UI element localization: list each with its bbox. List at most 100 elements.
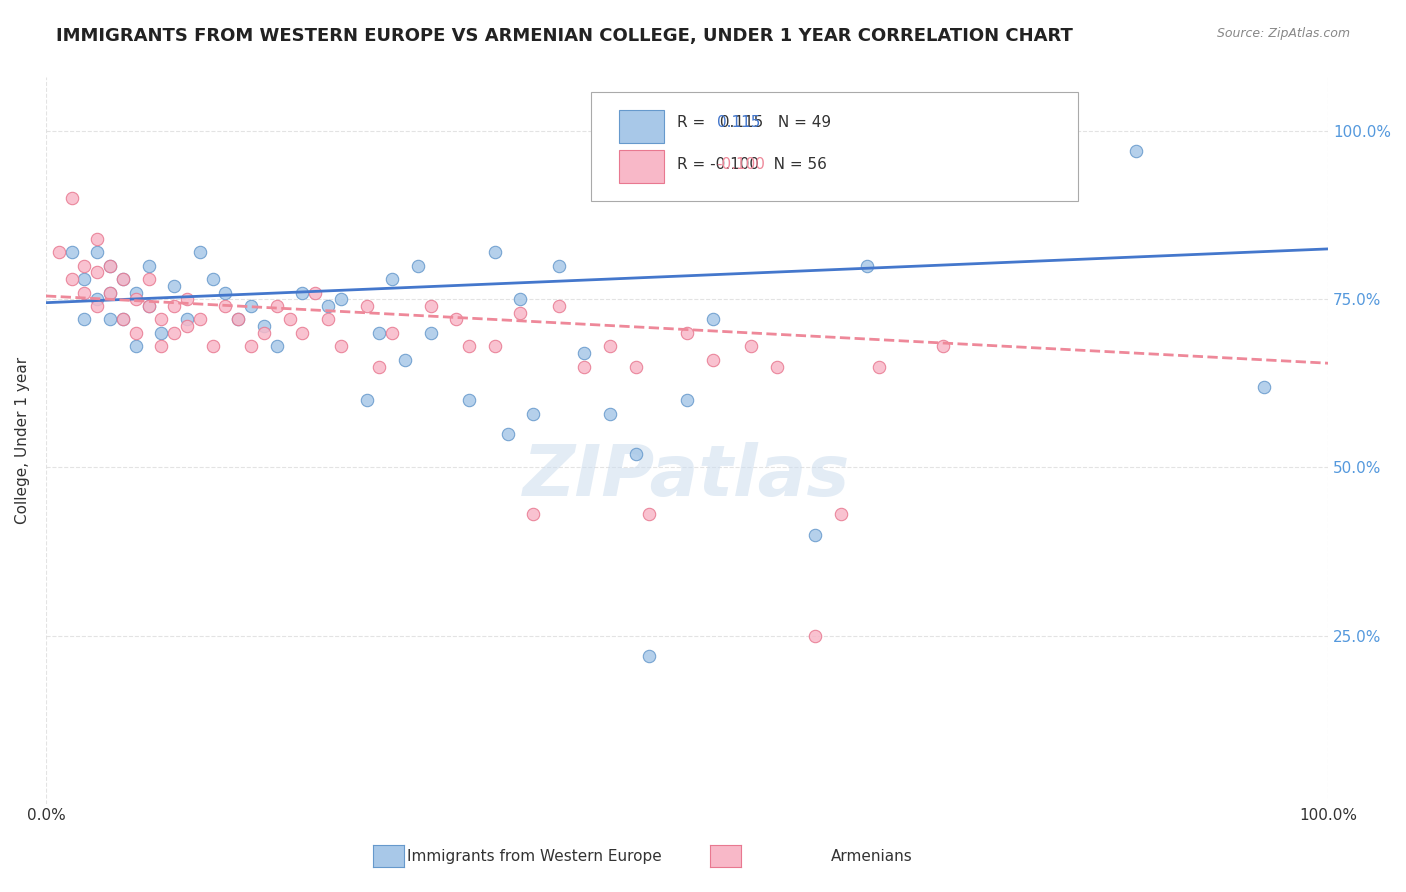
- Text: IMMIGRANTS FROM WESTERN EUROPE VS ARMENIAN COLLEGE, UNDER 1 YEAR CORRELATION CHA: IMMIGRANTS FROM WESTERN EUROPE VS ARMENI…: [56, 27, 1073, 45]
- Point: [163, 278, 186, 293]
- Point: [406, 259, 429, 273]
- Point: [702, 312, 724, 326]
- Point: [176, 293, 198, 307]
- Point: [176, 319, 198, 334]
- Point: [125, 339, 148, 353]
- Point: [150, 326, 173, 340]
- Point: [111, 272, 134, 286]
- Point: [484, 339, 506, 353]
- Point: [111, 312, 134, 326]
- Text: Source: ZipAtlas.com: Source: ZipAtlas.com: [1216, 27, 1350, 40]
- Point: [111, 272, 134, 286]
- Point: [60, 272, 83, 286]
- Bar: [619, 150, 664, 183]
- Point: [98, 259, 121, 273]
- Point: [125, 285, 148, 300]
- Point: [98, 285, 121, 300]
- Y-axis label: College, Under 1 year: College, Under 1 year: [15, 357, 30, 524]
- Point: [188, 245, 211, 260]
- Point: [574, 346, 596, 360]
- Point: [86, 299, 108, 313]
- Point: [676, 326, 699, 340]
- Point: [316, 299, 339, 313]
- Point: [547, 259, 569, 273]
- Point: [624, 447, 647, 461]
- Point: [150, 312, 173, 326]
- Point: [163, 326, 186, 340]
- Point: [266, 299, 288, 313]
- Point: [150, 339, 173, 353]
- Point: [60, 245, 83, 260]
- Point: [266, 339, 288, 353]
- Point: [86, 265, 108, 279]
- Point: [458, 339, 481, 353]
- Point: [522, 508, 544, 522]
- Point: [48, 245, 70, 260]
- Point: [855, 259, 877, 273]
- FancyBboxPatch shape: [591, 92, 1078, 201]
- Point: [138, 299, 160, 313]
- Point: [329, 293, 352, 307]
- Point: [111, 312, 134, 326]
- Point: [740, 339, 762, 353]
- Point: [446, 312, 468, 326]
- Point: [86, 232, 108, 246]
- Point: [86, 293, 108, 307]
- Point: [253, 326, 276, 340]
- Text: ZIPatlas: ZIPatlas: [523, 442, 851, 511]
- Point: [368, 326, 391, 340]
- Point: [419, 299, 441, 313]
- Point: [125, 293, 148, 307]
- Point: [240, 339, 263, 353]
- Point: [509, 293, 531, 307]
- Text: R = -0.100   N = 56: R = -0.100 N = 56: [676, 157, 827, 172]
- Point: [765, 359, 787, 374]
- Point: [316, 312, 339, 326]
- Point: [868, 359, 890, 374]
- Point: [163, 299, 186, 313]
- Point: [73, 259, 96, 273]
- Point: [356, 299, 378, 313]
- Point: [240, 299, 263, 313]
- Point: [1253, 380, 1275, 394]
- Point: [522, 407, 544, 421]
- Point: [356, 393, 378, 408]
- Point: [98, 259, 121, 273]
- Point: [329, 339, 352, 353]
- Point: [214, 285, 236, 300]
- Point: [932, 339, 955, 353]
- Point: [637, 508, 659, 522]
- Point: [226, 312, 249, 326]
- Point: [214, 299, 236, 313]
- Point: [226, 312, 249, 326]
- Point: [73, 312, 96, 326]
- Point: [509, 306, 531, 320]
- Point: [60, 191, 83, 205]
- Text: Armenians: Armenians: [831, 849, 912, 863]
- Point: [1125, 145, 1147, 159]
- Point: [176, 312, 198, 326]
- Point: [98, 285, 121, 300]
- Point: [125, 326, 148, 340]
- Point: [98, 312, 121, 326]
- Bar: [619, 110, 664, 143]
- Point: [73, 285, 96, 300]
- Point: [368, 359, 391, 374]
- Point: [201, 272, 224, 286]
- Point: [138, 299, 160, 313]
- Point: [278, 312, 301, 326]
- Point: [381, 272, 404, 286]
- Point: [188, 312, 211, 326]
- Point: [86, 245, 108, 260]
- Point: [496, 426, 519, 441]
- Point: [291, 285, 314, 300]
- Point: [484, 245, 506, 260]
- Point: [574, 359, 596, 374]
- Point: [599, 339, 621, 353]
- Point: [394, 352, 416, 367]
- Point: [381, 326, 404, 340]
- Point: [637, 648, 659, 663]
- Text: 0.115: 0.115: [717, 115, 759, 130]
- Point: [599, 407, 621, 421]
- Point: [458, 393, 481, 408]
